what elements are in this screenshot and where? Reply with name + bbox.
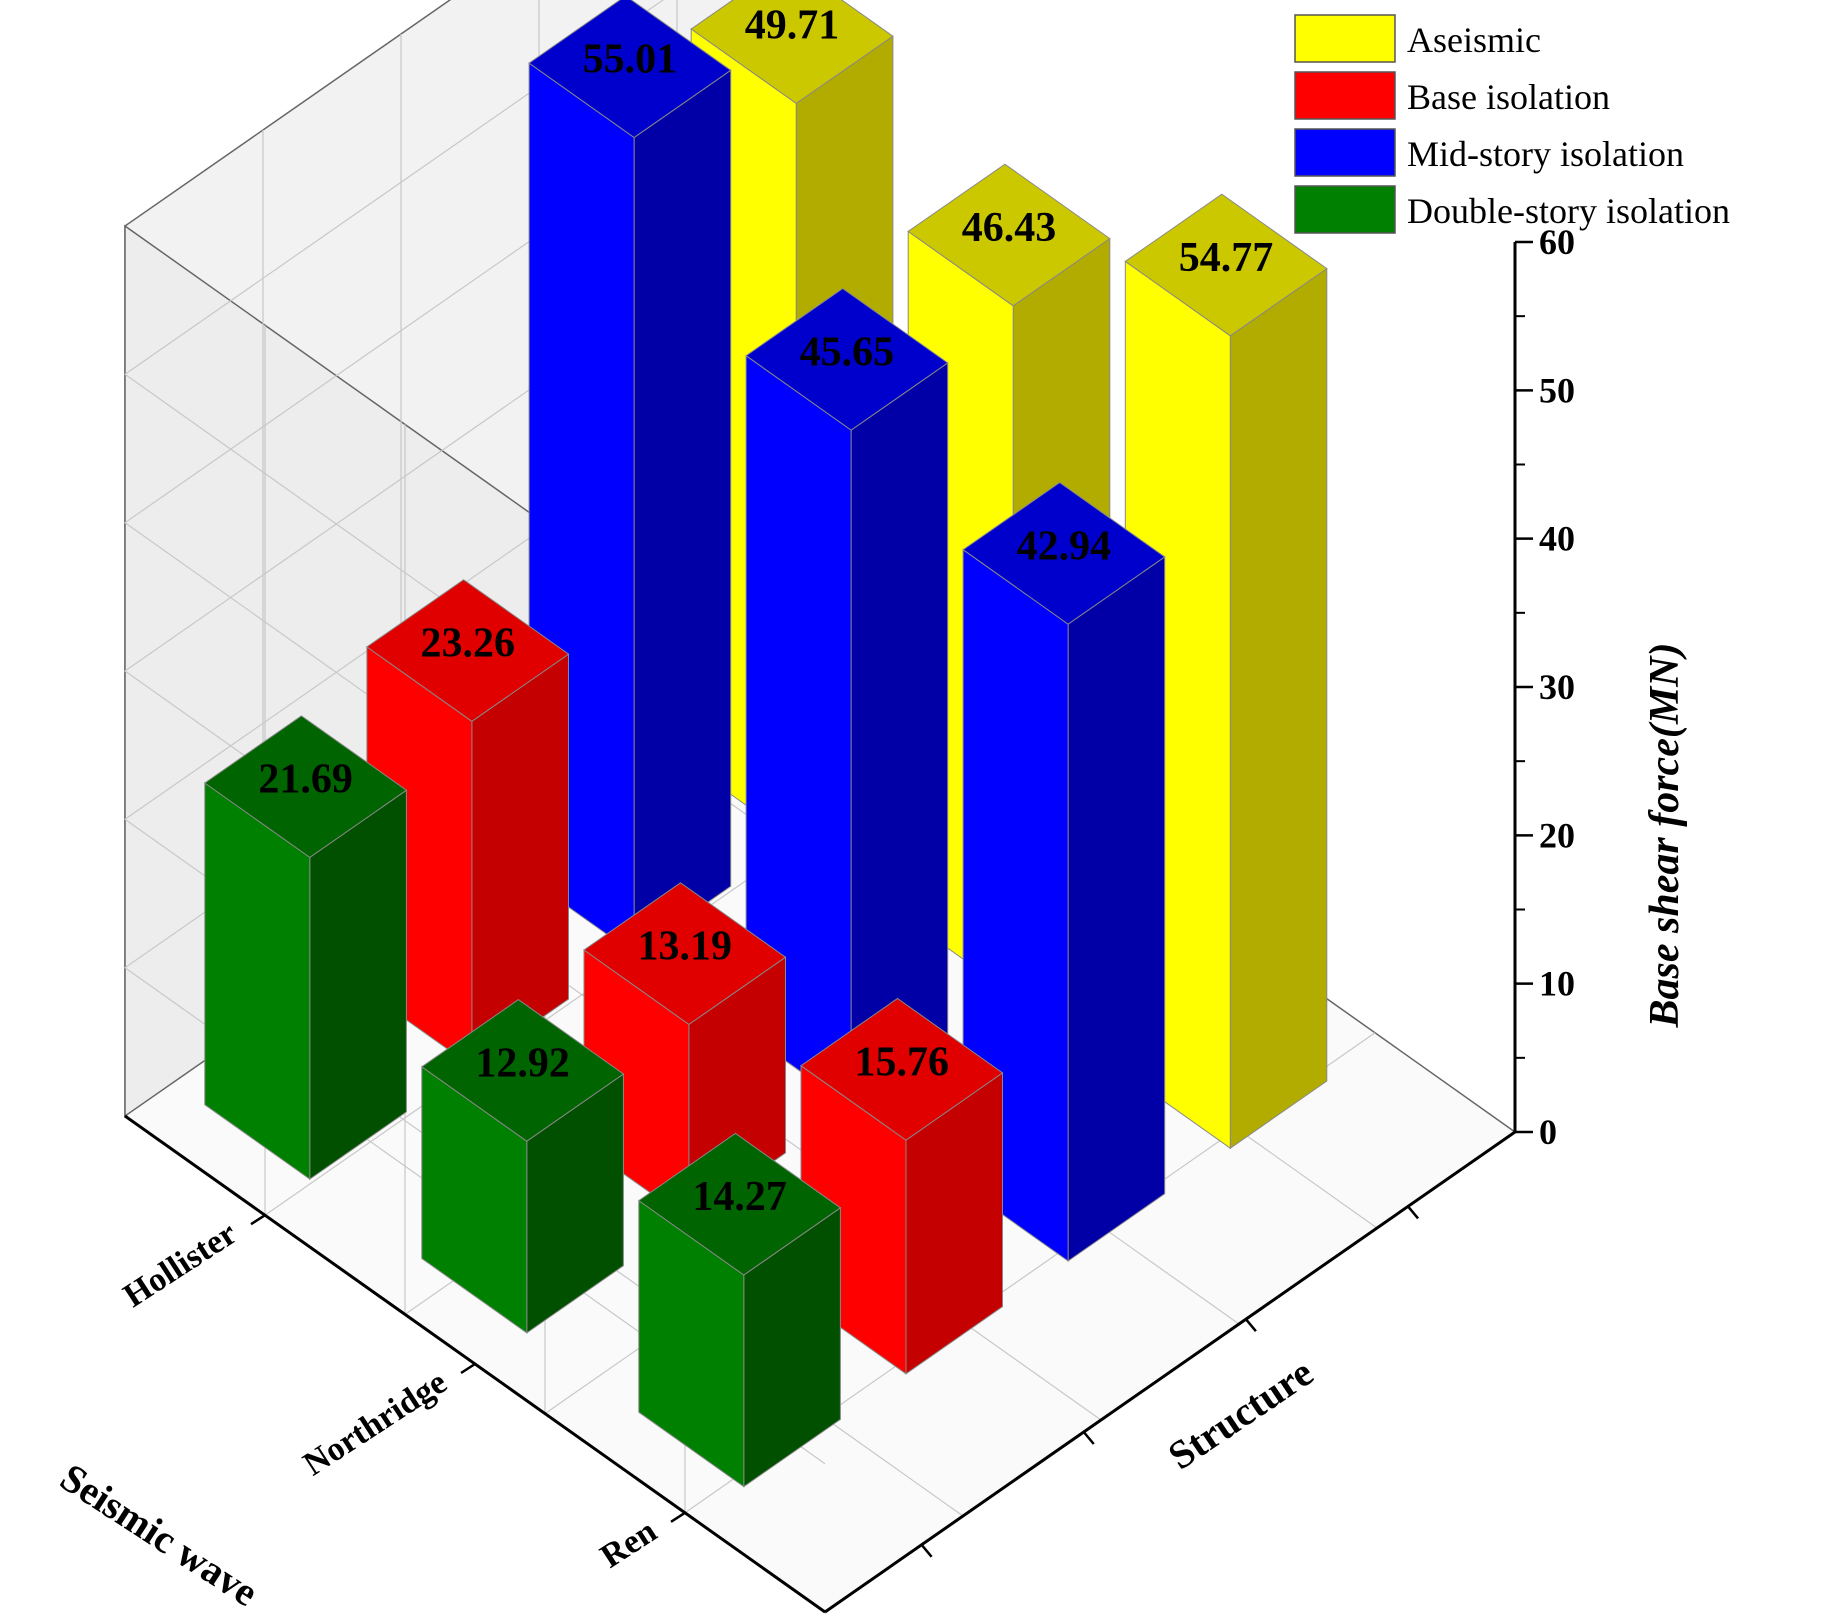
bar-double-story-isolation (203, 715, 408, 1181)
bar-top-face (1124, 193, 1328, 337)
bar-side-face (633, 69, 732, 955)
legend-label: Mid-story isolation (1407, 134, 1684, 174)
legend-swatch (1294, 71, 1396, 120)
bar-side-face (1067, 555, 1166, 1262)
bar-top-face (637, 1132, 842, 1276)
bar-base-isolation (800, 997, 1004, 1375)
value-label: 42.94 (1017, 523, 1112, 569)
value-label: 54.77 (1179, 235, 1274, 281)
value-label: 14.27 (692, 1174, 787, 1220)
x-axis-title: Seismic wave (53, 1454, 267, 1615)
value-label: 45.65 (800, 329, 895, 375)
bars (203, 0, 1328, 1488)
z-tick-label: 10 (1539, 964, 1575, 1004)
value-label: 46.43 (962, 205, 1057, 251)
bar-top-face (583, 882, 787, 1026)
bar-mid-story-isolation (745, 287, 949, 1109)
bar-top-face (203, 715, 408, 859)
x-tick (250, 1214, 266, 1226)
legend: Aseismic Base isolation Mid-story isolatio… (1294, 14, 1730, 234)
x-tick (670, 1511, 686, 1523)
bar-double-story-isolation (637, 1132, 842, 1488)
z-axis-title: Base shear force(MN) (1642, 643, 1688, 1029)
z-tick-label: 20 (1539, 815, 1575, 855)
value-label: 55.01 (583, 37, 678, 83)
value-label: 21.69 (258, 757, 353, 803)
value-label: 12.92 (475, 1040, 570, 1086)
bar-top-face (962, 481, 1166, 625)
bar-side-face (1229, 267, 1328, 1150)
legend-label: Double-story isolation (1407, 191, 1730, 231)
legend-swatch (1294, 185, 1396, 234)
y-tick (920, 1543, 933, 1558)
bar-top-face (690, 0, 894, 105)
value-label: 23.26 (421, 620, 516, 666)
x-tick (460, 1362, 476, 1375)
y-tick (1407, 1205, 1420, 1220)
z-tick-label: 60 (1539, 222, 1575, 262)
y-tick (1244, 1318, 1257, 1333)
y-axis-line (824, 1130, 1516, 1614)
z-tick-label: 30 (1539, 667, 1575, 707)
bar-double-story-isolation (420, 998, 625, 1334)
y-tick (1082, 1431, 1095, 1445)
legend-swatch (1294, 14, 1396, 63)
y-axis-title: Structure (1160, 1349, 1321, 1478)
bar-side-face (850, 361, 949, 1109)
legend-swatch (1294, 128, 1396, 177)
z-tick-label: 50 (1539, 370, 1575, 410)
legend-label: Base isolation (1407, 77, 1610, 117)
value-label: 13.19 (638, 924, 733, 970)
legend-label: Aseismic (1407, 20, 1541, 60)
z-tick-label: 0 (1539, 1112, 1557, 1152)
seismic-wave-label: Hollister (117, 1215, 243, 1315)
seismic-wave-label: Ren (594, 1512, 663, 1575)
bar-top-face (366, 579, 570, 722)
value-labels: 49.71 55.01 46.43 23.26 45.65 54.77 21.69 13.19… (258, 3, 1273, 1221)
bar-top-face (907, 163, 1111, 307)
value-label: 15.76 (855, 1039, 950, 1085)
z-tick-label: 40 (1539, 519, 1575, 559)
bar-top-face (745, 287, 949, 431)
bar-top-face (420, 998, 625, 1142)
bar-top-face (528, 0, 732, 139)
seismic-wave-label: Northridge (297, 1364, 453, 1483)
bar-side-face (309, 789, 407, 1181)
value-label: 49.71 (745, 3, 840, 49)
bar-top-face (800, 997, 1004, 1141)
